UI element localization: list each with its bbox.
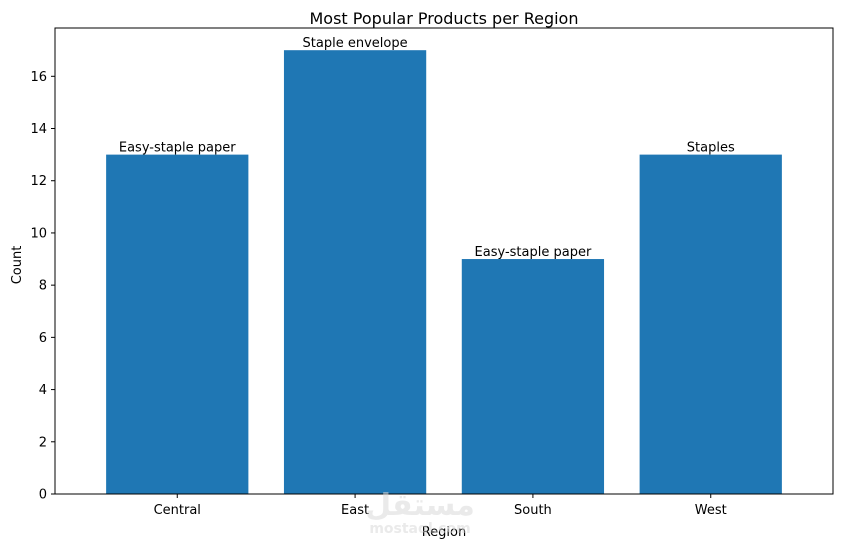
y-axis-label: Count [10, 246, 25, 285]
y-tick-label: 14 [30, 122, 47, 137]
bar-label: Easy-staple paper [119, 141, 236, 156]
y-tick-label: 8 [39, 279, 47, 294]
y-tick-label: 0 [39, 488, 47, 503]
y-tick-label: 16 [30, 70, 47, 85]
watermark-logo: مستقل mostaql.com [365, 488, 475, 537]
plot-area: Easy-staple paper Staple envelope Easy-sta… [54, 27, 834, 495]
plot-frame [54, 27, 834, 495]
x-tick-label: West [695, 503, 727, 518]
bar-label: Staples [687, 141, 735, 156]
bar-west [639, 154, 782, 494]
bar-east [283, 50, 427, 494]
y-axis: 0 2 4 6 8 10 12 14 16 [30, 70, 55, 503]
y-tick-label: 10 [30, 226, 47, 241]
watermark-subtext: mostaql.com [369, 521, 470, 537]
y-tick-label: 6 [39, 331, 47, 346]
watermark-text: مستقل [365, 488, 475, 523]
x-tick-label: East [341, 503, 369, 518]
y-tick-label: 12 [30, 174, 47, 189]
y-tick-label: 2 [39, 435, 47, 450]
chart-title: Most Popular Products per Region [310, 9, 579, 28]
x-axis-label: Region [422, 525, 467, 540]
bar-south [461, 259, 605, 494]
bar-label: Staple envelope [303, 36, 408, 51]
bar-label: Easy-staple paper [475, 245, 592, 260]
y-tick-label: 4 [39, 383, 47, 398]
x-tick-label: Central [154, 503, 201, 518]
x-tick-label: South [514, 503, 552, 518]
bar-central [106, 154, 249, 494]
x-axis: Central East South West [154, 494, 727, 518]
